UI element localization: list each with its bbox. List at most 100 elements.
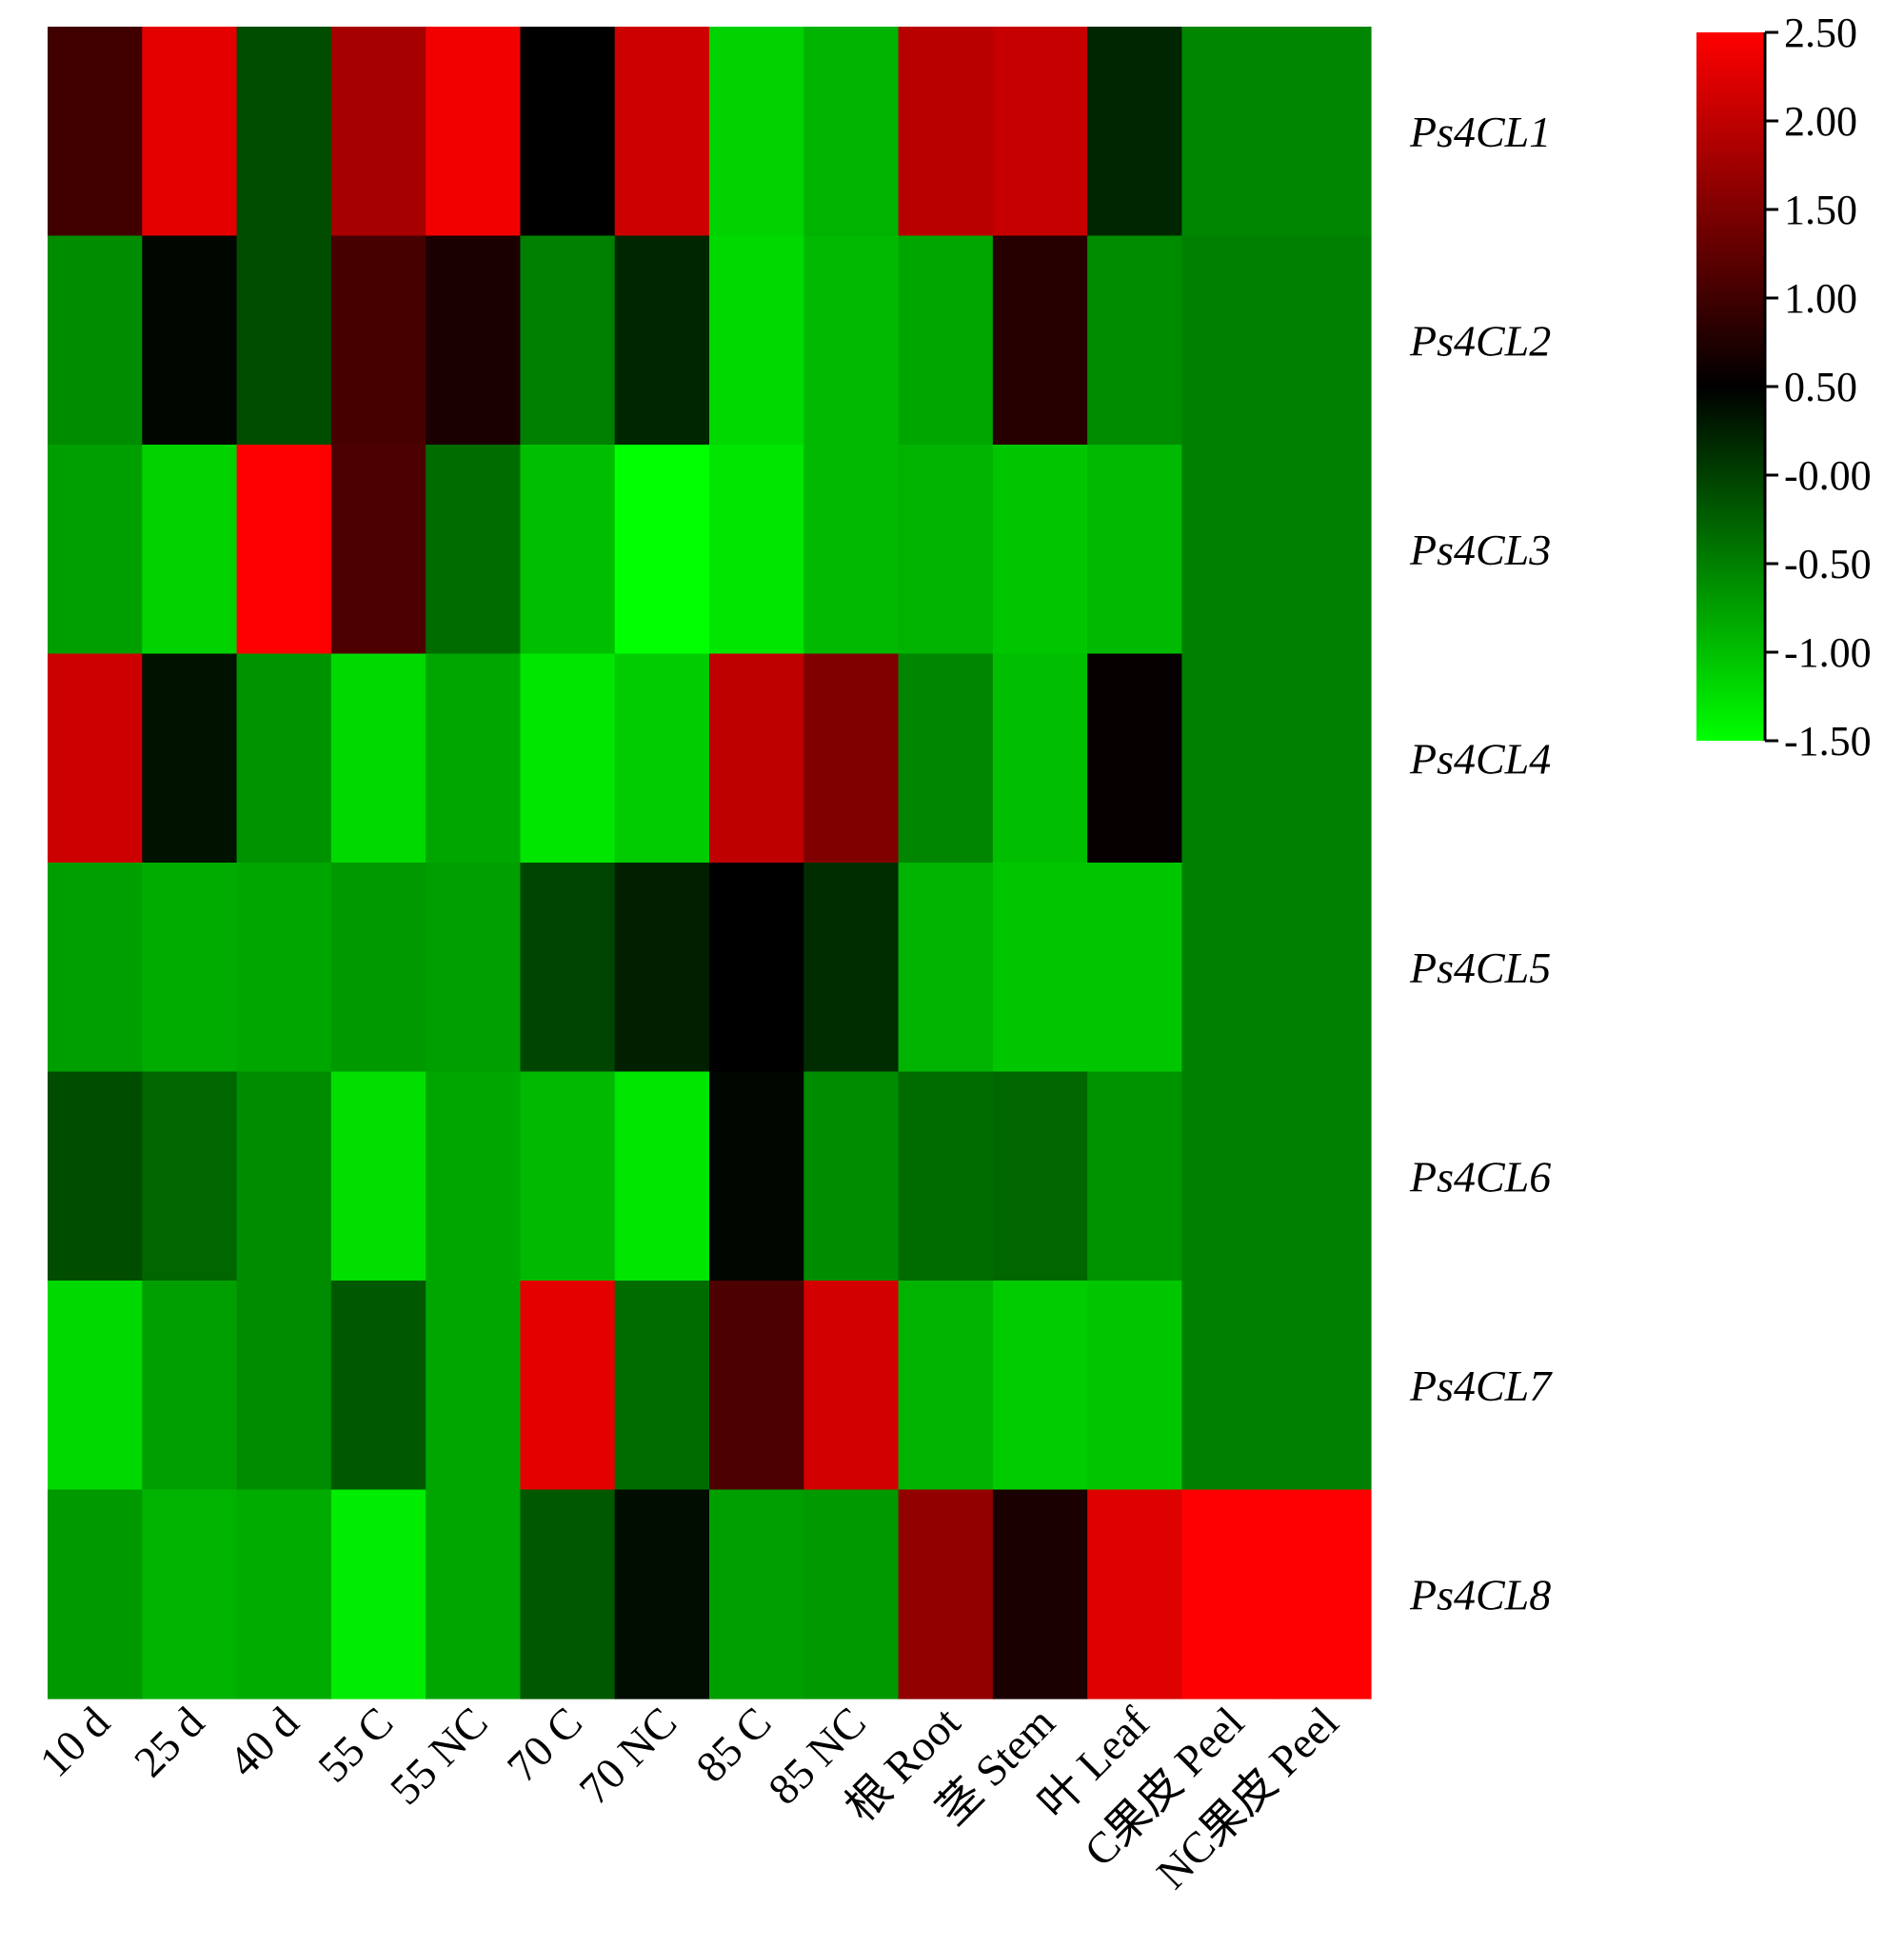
heatmap-cell	[898, 27, 994, 237]
heatmap-cell	[709, 1489, 804, 1700]
heatmap-cell	[992, 1489, 1088, 1700]
heatmap-cell	[1087, 653, 1183, 864]
heatmap-cell	[1087, 27, 1183, 237]
heatmap-cell	[614, 445, 710, 655]
heatmap-cell	[992, 1071, 1088, 1282]
colorbar-tick-label: 1.00	[1784, 275, 1857, 322]
heatmap-cell	[520, 863, 616, 1073]
heatmap-cell	[992, 863, 1088, 1073]
heatmap-cells	[48, 27, 1372, 1700]
heatmap-cell	[236, 863, 332, 1073]
heatmap-cell	[898, 1281, 994, 1491]
heatmap-cell	[1087, 445, 1183, 655]
heatmap-cell	[614, 653, 710, 864]
heatmap-cell	[48, 1071, 143, 1282]
heatmap-cell	[236, 1071, 332, 1282]
heatmap-cell	[898, 1489, 994, 1700]
colorbar-tick-label: -0.50	[1784, 541, 1872, 587]
heatmap-cell	[1276, 27, 1372, 237]
colorbar-ticks: 2.50 2.00 1.50 1.00 0.50 -0.00 -0.50 -1.00 -1.50	[1765, 10, 1872, 765]
heatmap-cell	[803, 445, 900, 655]
heatmap-cell	[803, 27, 900, 237]
heatmap-cell	[992, 27, 1088, 237]
colorbar-tick-label: 2.50	[1784, 10, 1857, 56]
column-label: 40 d	[219, 1698, 307, 1786]
heatmap-cell	[1276, 1071, 1372, 1282]
column-label: 55 NC	[381, 1698, 497, 1814]
heatmap-cell	[48, 653, 143, 864]
heatmap-cell	[803, 235, 900, 446]
color-scale-legend: 2.50 2.00 1.50 1.00 0.50 -0.00 -0.50 -1.00 -1.50	[1696, 10, 1872, 765]
heatmap-cell	[142, 863, 238, 1073]
heatmap-cell	[992, 653, 1088, 864]
heatmap-cell	[1087, 235, 1183, 446]
heatmap-cell	[709, 863, 804, 1073]
heatmap-cell	[426, 445, 522, 655]
heatmap-cell	[709, 445, 804, 655]
heatmap-cell	[48, 1281, 143, 1491]
heatmap-cell	[1276, 653, 1372, 864]
heatmap-cell	[898, 863, 994, 1073]
heatmap-cell	[1181, 653, 1278, 864]
row-label: Ps4CL7	[1409, 1362, 1553, 1410]
row-label: Ps4CL6	[1409, 1152, 1551, 1201]
heatmap-cell	[426, 1281, 522, 1491]
heatmap-cell	[142, 445, 238, 655]
row-label: Ps4CL4	[1409, 734, 1551, 783]
heatmap-cell	[330, 445, 426, 655]
heatmap-cell	[426, 863, 522, 1073]
heatmap-cell	[709, 1281, 804, 1491]
colorbar-tick-label: 0.50	[1784, 364, 1857, 410]
heatmap-cell	[1276, 445, 1372, 655]
heatmap-cell	[614, 235, 710, 446]
heatmap-cell	[520, 653, 616, 864]
heatmap-cell	[898, 653, 994, 864]
heatmap-cell	[1181, 445, 1278, 655]
heatmap-cell	[614, 1489, 710, 1700]
row-label: Ps4CL2	[1409, 316, 1551, 365]
heatmap-cell	[1181, 863, 1278, 1073]
heatmap-cell	[236, 1489, 332, 1700]
heatmap-cell	[709, 653, 804, 864]
heatmap-cell	[803, 1489, 900, 1700]
heatmap-cell	[142, 27, 238, 237]
heatmap-cell	[709, 27, 804, 237]
heatmap-cell	[520, 445, 616, 655]
heatmap-cell	[1276, 1489, 1372, 1700]
heatmap-cell	[1181, 1071, 1278, 1282]
heatmap-cell	[426, 653, 522, 864]
column-label: 10 d	[30, 1698, 119, 1786]
colorbar-tick-label: -1.00	[1784, 629, 1872, 676]
heatmap-cell	[709, 235, 804, 446]
heatmap-cell	[520, 1071, 616, 1282]
heatmap-cell	[709, 1071, 804, 1282]
heatmap-cell	[614, 1281, 710, 1491]
heatmap-cell	[1181, 235, 1278, 446]
heatmap-cell	[426, 235, 522, 446]
heatmap-cell	[1276, 235, 1372, 446]
heatmap-cell	[330, 1281, 426, 1491]
heatmap-cell	[142, 1489, 238, 1700]
column-label: 70 NC	[570, 1698, 686, 1814]
column-labels: 10 d 25 d 40 d 55 C55 NC 70 C70 NC 85 C85 NC根…	[30, 1698, 1348, 1898]
heatmap-cell	[330, 1071, 426, 1282]
heatmap-cell	[614, 863, 710, 1073]
heatmap-cell	[1087, 863, 1183, 1073]
heatmap-cell	[330, 863, 426, 1073]
heatmap-cell	[330, 1489, 426, 1700]
colorbar-tick-label: 1.50	[1784, 187, 1857, 233]
heatmap-cell	[520, 1489, 616, 1700]
heatmap-cell	[142, 235, 238, 446]
colorbar-tick-label: 2.00	[1784, 98, 1857, 145]
heatmap-cell	[426, 27, 522, 237]
heatmap-cell	[1181, 1489, 1278, 1700]
heatmap-cell	[803, 863, 900, 1073]
heatmap-cell	[992, 1281, 1088, 1491]
heatmap-cell	[803, 1281, 900, 1491]
heatmap-cell	[330, 653, 426, 864]
row-labels: Ps4CL1 Ps4CL2 Ps4CL3 Ps4CL4 Ps4CL5 Ps4CL6 Ps4C…	[1409, 108, 1553, 1620]
heatmap-cell	[520, 235, 616, 446]
heatmap-cell	[48, 863, 143, 1073]
heatmap-cell	[426, 1489, 522, 1700]
